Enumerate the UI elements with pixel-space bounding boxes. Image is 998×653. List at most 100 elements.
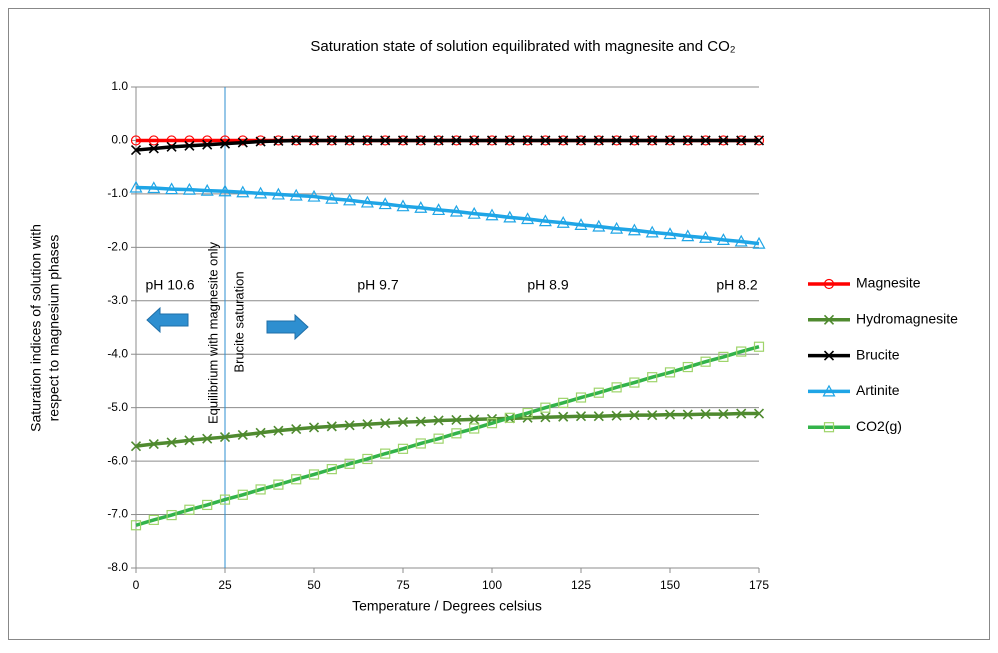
data-point [647,135,658,146]
x-tick-label: 0 [133,578,140,592]
data-point [273,425,284,436]
data-point [166,509,177,521]
data-point [734,234,748,247]
data-point [753,135,765,146]
data-point [647,410,658,421]
legend-label: Artinite [856,382,900,398]
data-point [184,504,195,515]
x-tick-label: 150 [660,578,680,592]
data-point [682,409,693,420]
data-point [415,135,426,146]
data-point [202,499,213,511]
data-point [718,135,729,146]
data-point [451,135,462,146]
y-tick-label: -3.0 [107,293,128,307]
series [130,408,765,452]
data-point [575,135,587,146]
data-point [449,204,463,217]
data-point [752,236,766,249]
data-point [289,188,303,201]
data-point [184,435,195,446]
data-point [611,135,622,146]
data-point [611,382,622,393]
data-point [380,135,391,146]
data-point [166,437,177,448]
data-point [504,135,515,146]
data-point [165,182,179,195]
data-point [629,377,640,388]
data-point [522,407,533,419]
data-point [467,206,481,219]
series [129,180,766,249]
series-line [135,411,759,448]
data-point [130,144,142,156]
data-point [362,453,373,465]
data-point [627,223,641,236]
data-point [433,135,444,146]
arrow-left [146,306,189,334]
data-point [503,210,517,223]
x-tick-label: 50 [307,578,321,592]
y-tick-label: -5.0 [107,400,128,414]
data-point [664,135,676,146]
data-point [219,138,231,149]
data-point [575,392,587,403]
data-point [540,412,551,423]
data-point [343,193,357,206]
y-tick-label: -1.0 [107,186,128,200]
data-point [486,135,498,146]
data-point [237,429,248,440]
x-tick-label: 125 [571,578,591,592]
series-line [135,345,760,527]
data-point [736,346,747,357]
ph-label: pH 8.2 [716,277,757,293]
ph-label: pH 9.7 [357,277,398,293]
data-point [344,420,355,431]
y-tick-label: 0.0 [111,133,128,147]
data-point [736,135,747,146]
data-point [236,185,250,198]
data-point [451,428,462,439]
data-point [558,411,569,422]
series [130,135,765,156]
data-point [522,135,533,146]
y-tick-label: 1.0 [111,79,128,93]
data-point [629,135,640,146]
data-point [308,422,320,433]
y-axis-title: Saturation indices of solution with [28,224,44,432]
y-tick-label: -4.0 [107,346,128,360]
data-point [432,203,446,216]
data-point [538,214,552,227]
data-point [219,431,231,443]
data-point [469,414,480,425]
data-point [682,135,693,146]
data-point [254,186,268,199]
data-point [326,135,337,146]
data-point [147,181,161,194]
data-point [486,418,498,429]
data-point [397,417,409,428]
data-point [130,135,142,146]
data-point [556,216,570,228]
legend-marker [823,350,835,361]
data-point [433,433,444,444]
data-point [664,409,676,420]
data-point [378,197,392,210]
data-point [202,433,213,444]
data-point [682,361,693,373]
data-point [414,201,428,213]
data-point [433,415,444,426]
data-point [308,469,320,480]
data-point [362,419,373,430]
ph-label: pH 10.6 [145,277,194,293]
series [130,341,765,531]
data-point [593,411,604,422]
data-point [308,135,320,146]
data-point [469,423,480,434]
data-point [325,191,339,204]
data-point [663,227,677,240]
data-point [610,221,624,234]
data-point [360,195,374,208]
data-point [753,341,765,352]
